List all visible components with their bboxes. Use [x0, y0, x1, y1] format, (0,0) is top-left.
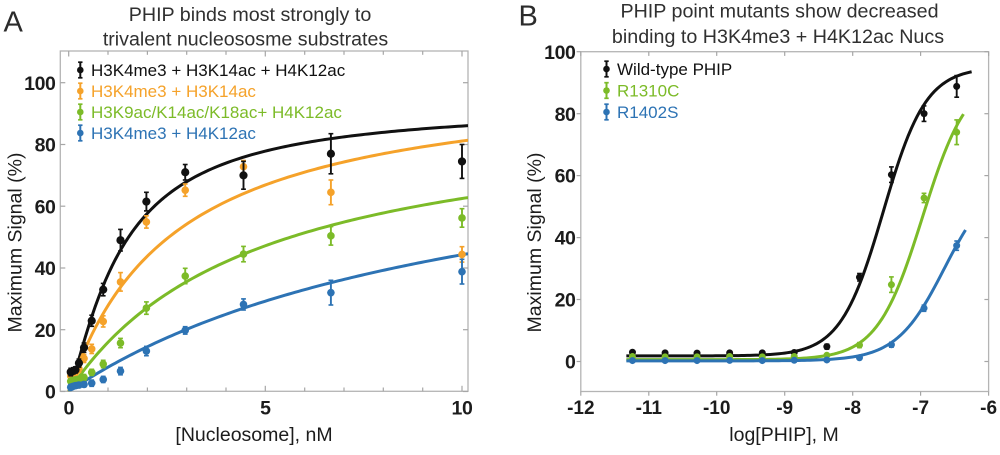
svg-text:Wild-type PHIP: Wild-type PHIP	[617, 60, 732, 79]
svg-text:-8: -8	[844, 398, 861, 419]
svg-text:H3K4me3 + H3K14ac: H3K4me3 + H3K14ac	[91, 82, 256, 101]
svg-text:-12: -12	[567, 398, 594, 419]
svg-text:0: 0	[565, 352, 576, 374]
svg-text:Maximum Signal (%): Maximum Signal (%)	[4, 153, 26, 333]
svg-text:40: 40	[35, 258, 56, 280]
svg-text:-9: -9	[776, 398, 793, 419]
svg-text:Maximum Signal (%): Maximum Signal (%)	[524, 153, 546, 333]
svg-text:0: 0	[63, 398, 74, 420]
svg-text:60: 60	[555, 166, 576, 188]
svg-text:PHIP binds most strongly to: PHIP binds most strongly to	[129, 4, 372, 26]
svg-text:-6: -6	[980, 398, 997, 419]
svg-text:R1310C: R1310C	[617, 82, 679, 101]
svg-text:20: 20	[35, 320, 56, 342]
svg-text:5: 5	[260, 398, 271, 420]
svg-text:R1402S: R1402S	[617, 103, 678, 122]
svg-text:10: 10	[452, 398, 473, 420]
svg-text:H3K4me3 + H4K12ac: H3K4me3 + H4K12ac	[91, 124, 256, 143]
svg-text:PHIP point mutants show decrea: PHIP point mutants show decreased	[620, 1, 938, 23]
svg-text:-10: -10	[703, 398, 730, 419]
svg-text:binding to H3K4me3 + H4K12ac N: binding to H3K4me3 + H4K12ac Nucs	[612, 26, 944, 48]
svg-text:B: B	[519, 0, 538, 32]
svg-text:log[PHIP], M: log[PHIP], M	[729, 424, 838, 446]
svg-text:60: 60	[35, 196, 56, 218]
svg-text:100: 100	[24, 73, 56, 95]
svg-text:0: 0	[45, 382, 56, 404]
svg-text:-11: -11	[636, 398, 663, 419]
svg-text:40: 40	[555, 228, 576, 250]
svg-text:A: A	[4, 6, 24, 38]
svg-text:100: 100	[544, 42, 576, 64]
svg-text:-7: -7	[912, 398, 929, 419]
svg-text:trivalent nucleososme substrat: trivalent nucleososme substrates	[103, 28, 389, 50]
svg-text:H3K4me3 + H3K14ac + H4K12ac: H3K4me3 + H3K14ac + H4K12ac	[91, 61, 346, 80]
svg-text:80: 80	[35, 135, 56, 157]
svg-text:20: 20	[555, 290, 576, 312]
svg-text:[Nucleosome], nM: [Nucleosome], nM	[175, 424, 332, 446]
svg-text:H3K9ac/K14ac/K18ac+ H4K12ac: H3K9ac/K14ac/K18ac+ H4K12ac	[91, 103, 342, 122]
svg-text:80: 80	[555, 104, 576, 126]
